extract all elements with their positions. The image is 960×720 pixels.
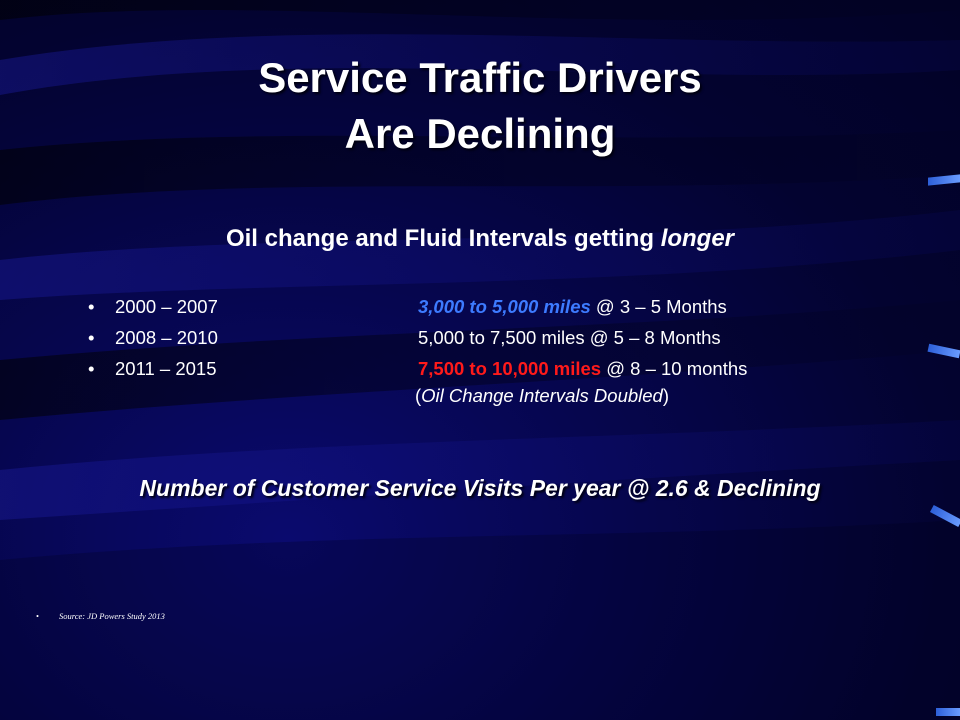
- subheading-emphasis: longer: [660, 225, 735, 252]
- source-bullet-icon: •: [36, 611, 39, 621]
- subheading-text: Oil change and Fluid Intervals getting: [225, 225, 661, 252]
- interval-detail: 5,000 to 7,500 miles @ 5 – 8 Months: [418, 322, 721, 353]
- interval-years: 2008 – 2010: [115, 327, 218, 348]
- interval-row: • 2008 – 2010 5,000 to 7,500 miles @ 5 –…: [88, 322, 948, 353]
- edge-tab-4: [936, 708, 960, 716]
- subheading: Oil change and Fluid Intervals getting l…: [0, 222, 960, 256]
- title-line-2: Are Declining: [344, 110, 616, 157]
- interval-detail: 7,500 to 10,000 miles @ 8 – 10 months: [418, 353, 747, 384]
- interval-months: @ 3 – 5 Months: [590, 296, 727, 317]
- interval-list: • 2000 – 2007 3,000 to 5,000 miles @ 3 –…: [88, 291, 948, 384]
- bullet-icon: •: [88, 327, 95, 348]
- interval-miles: 7,500 to 10,000 miles: [418, 358, 602, 379]
- source-citation: • Source: JD Powers Study 2013: [36, 610, 165, 622]
- slide-title: Service Traffic Drivers Are Declining: [0, 50, 960, 162]
- interval-years: 2011 – 2015: [115, 358, 217, 379]
- interval-row: • 2011 – 2015 7,500 to 10,000 miles @ 8 …: [88, 353, 948, 384]
- source-text: Source: JD Powers Study 2013: [58, 611, 165, 621]
- bullet-icon: •: [88, 358, 95, 379]
- interval-years: 2000 – 2007: [115, 296, 218, 317]
- interval-row: • 2000 – 2007 3,000 to 5,000 miles @ 3 –…: [88, 291, 948, 322]
- note-close-paren: ): [662, 385, 670, 406]
- interval-note: (Oil Change Intervals Doubled): [415, 380, 669, 411]
- note-text: Oil Change Intervals Doubled: [421, 385, 663, 406]
- title-line-1: Service Traffic Drivers: [258, 54, 702, 101]
- interval-miles: 5,000 to 7,500 miles: [418, 327, 585, 348]
- service-visits-statement: Number of Customer Service Visits Per ye…: [139, 475, 821, 501]
- bullet-icon: •: [88, 296, 95, 317]
- interval-detail: 3,000 to 5,000 miles @ 3 – 5 Months: [418, 291, 727, 322]
- note-open-paren: (: [415, 385, 422, 406]
- interval-months: @ 8 – 10 months: [601, 358, 748, 379]
- interval-miles: 3,000 to 5,000 miles: [418, 296, 591, 317]
- interval-months: @ 5 – 8 Months: [584, 327, 721, 348]
